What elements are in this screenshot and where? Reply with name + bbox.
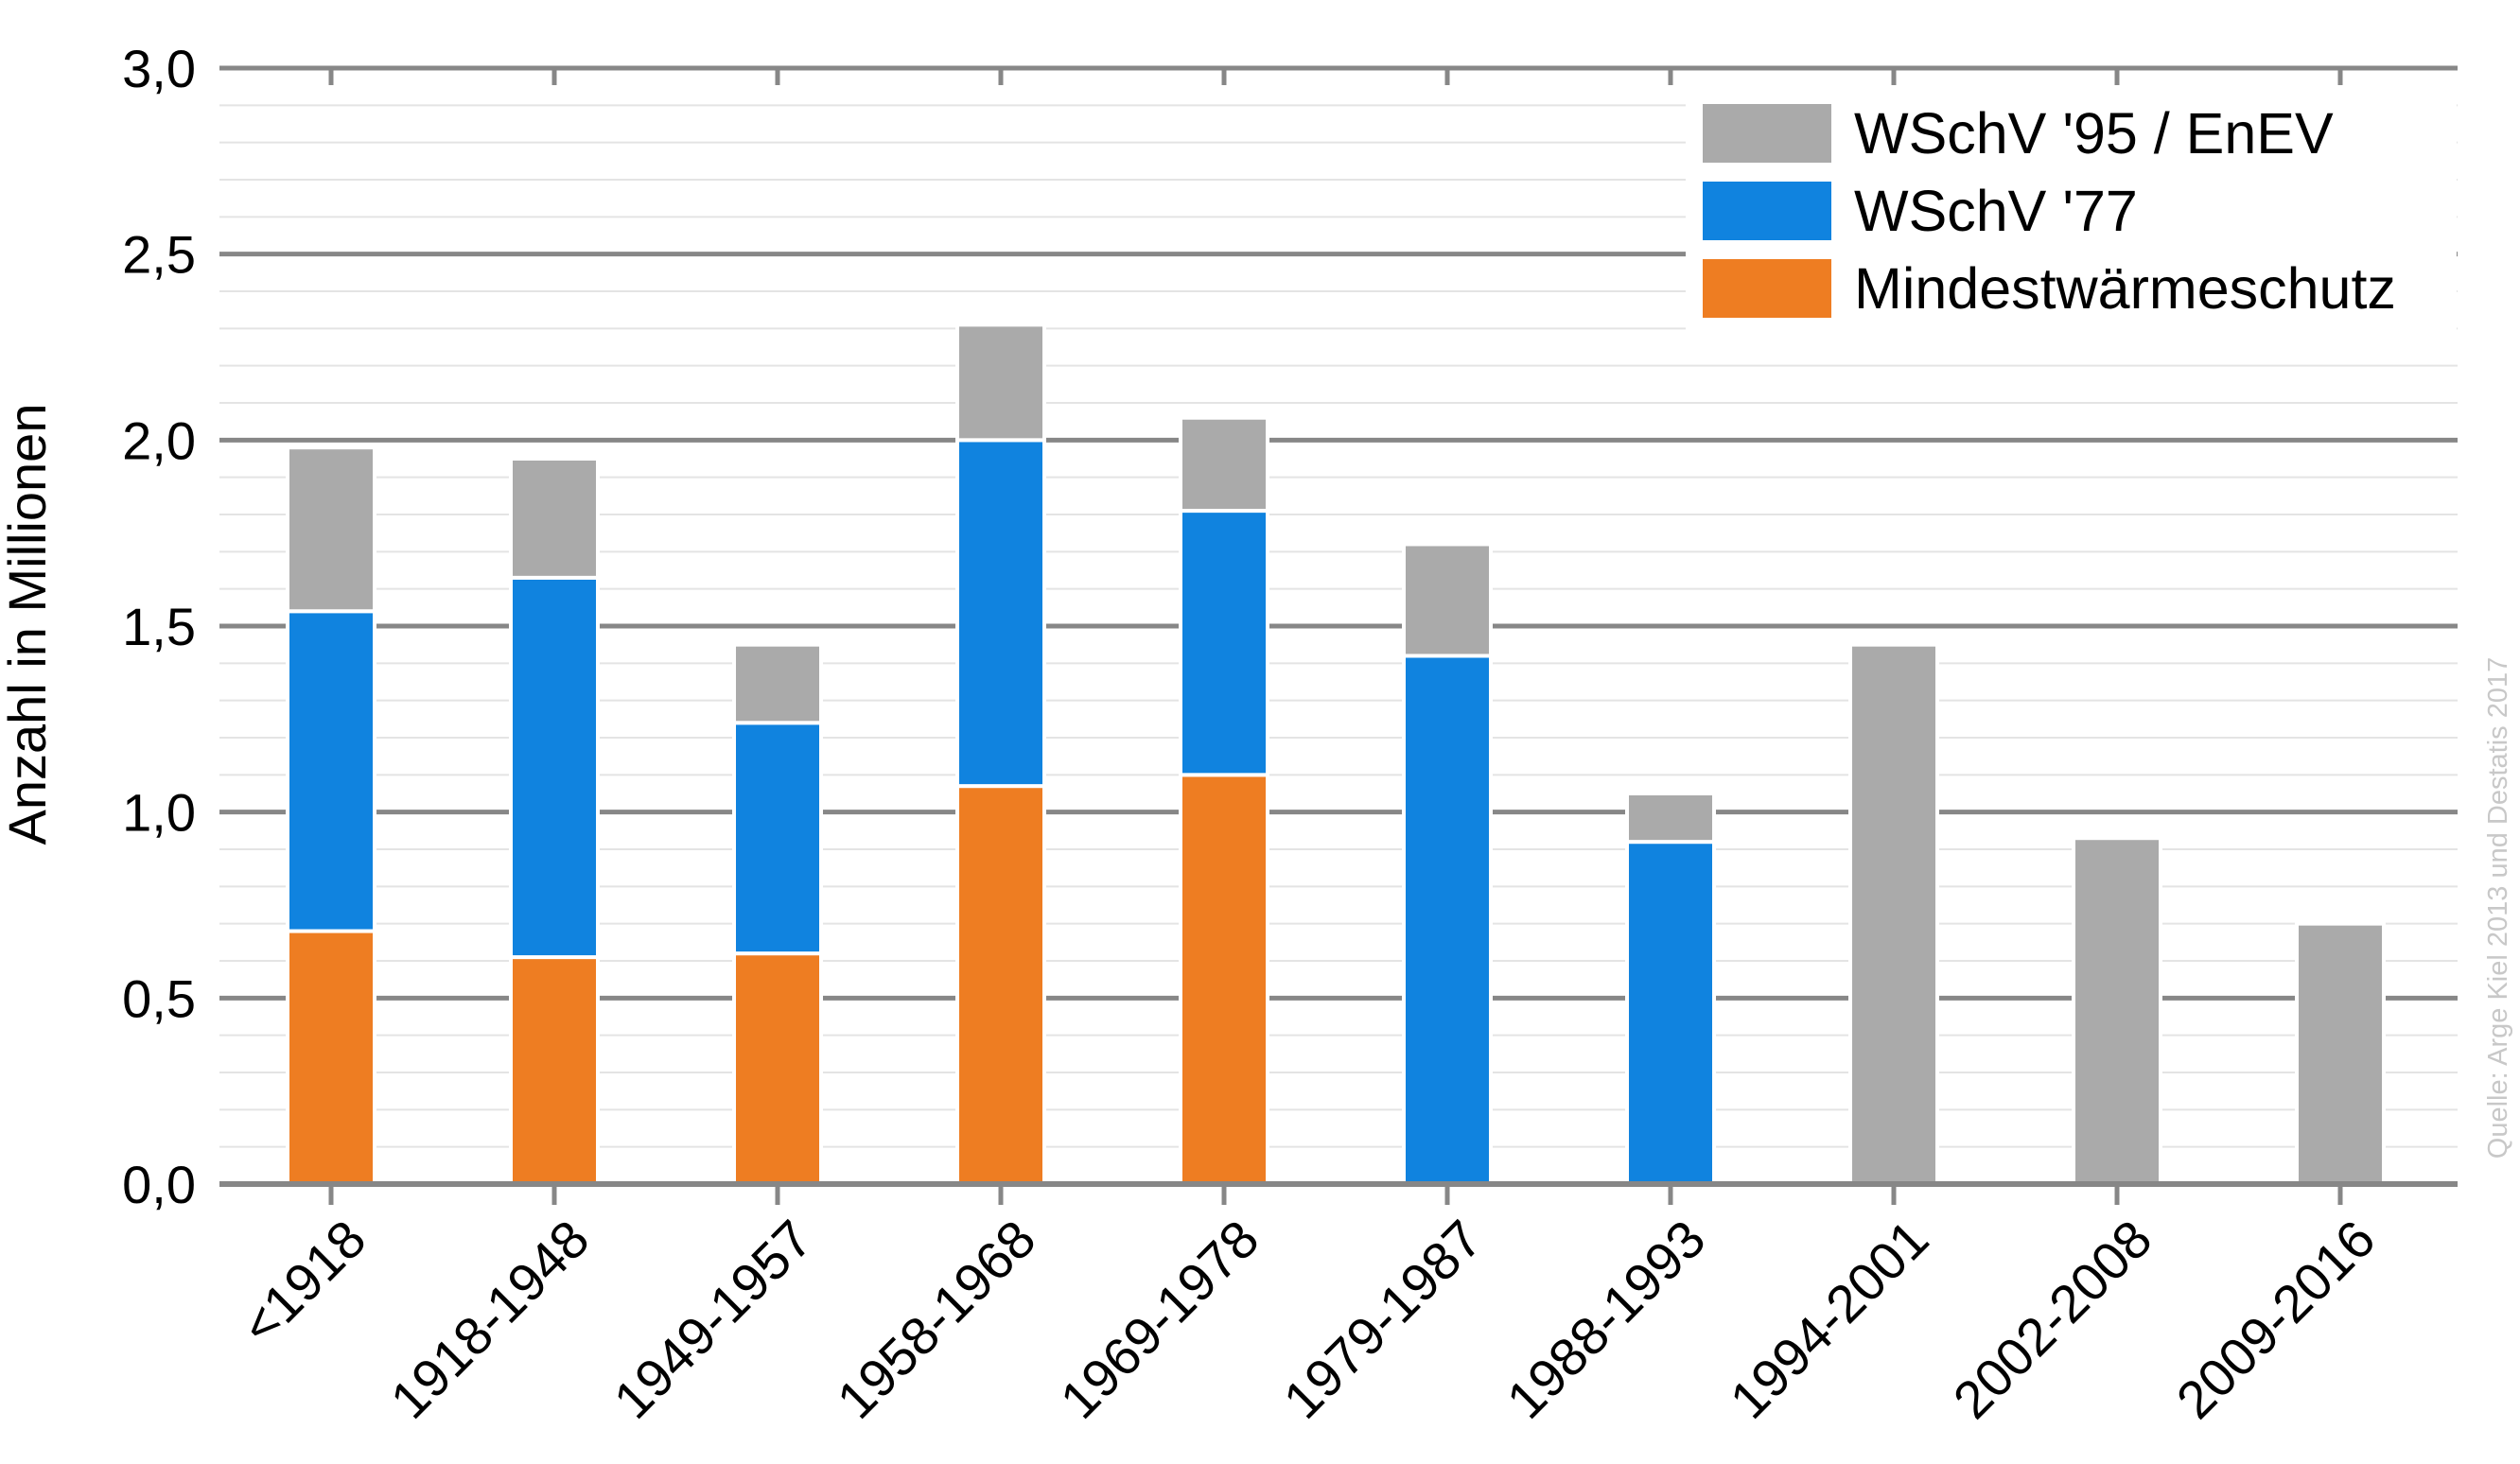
bar-segment bbox=[732, 721, 823, 956]
bar-segment bbox=[2072, 836, 2162, 1186]
y-axis: 0,0 0,5 1,0 1,5 2,0 2,5 3,0 bbox=[122, 39, 196, 1214]
y-tick-label: 2,0 bbox=[122, 410, 196, 470]
bar-segment bbox=[732, 642, 823, 725]
bar-segment bbox=[1179, 773, 1269, 1186]
source-note: Quelle: Arge Kiel 2013 und Destatis 2017 bbox=[2483, 657, 2513, 1159]
bar-segment bbox=[732, 951, 823, 1187]
bar-segment bbox=[286, 929, 376, 1186]
x-tick-label: 1969-1978 bbox=[1049, 1209, 1270, 1430]
bar-segment bbox=[1848, 642, 1939, 1186]
x-tick-label: 2002-2008 bbox=[1942, 1209, 2163, 1430]
x-tick-label: 1988-1993 bbox=[1496, 1209, 1717, 1430]
x-tick-label: 1918-1948 bbox=[379, 1209, 601, 1430]
x-tick-label: <1918 bbox=[230, 1209, 377, 1356]
legend-swatch bbox=[1703, 182, 1831, 240]
x-tick-label: 2009-2016 bbox=[2165, 1209, 2387, 1430]
x-tick-label: 1994-2001 bbox=[1719, 1209, 1940, 1430]
y-tick-label: 0,0 bbox=[122, 1155, 196, 1214]
y-tick-label: 3,0 bbox=[122, 39, 196, 98]
bars bbox=[286, 322, 2386, 1187]
bar-segment bbox=[509, 457, 600, 580]
legend-label: Mindestwärmeschutz bbox=[1854, 256, 2396, 321]
x-tick-label: 1958-1968 bbox=[826, 1209, 1047, 1430]
bar-segment bbox=[955, 438, 1046, 789]
legend-swatch bbox=[1703, 259, 1831, 318]
legend-swatch bbox=[1703, 104, 1831, 163]
bar-segment bbox=[1402, 542, 1493, 658]
y-tick-label: 2,5 bbox=[122, 225, 196, 285]
y-tick-label: 0,5 bbox=[122, 968, 196, 1028]
bar-segment bbox=[509, 955, 600, 1186]
bar-segment bbox=[1625, 792, 1716, 845]
bar-segment bbox=[955, 784, 1046, 1187]
x-tick-label: 1949-1957 bbox=[603, 1209, 824, 1430]
x-axis: <1918 1918-1948 1949-1957 1958-1968 1969-197… bbox=[219, 1181, 2458, 1430]
y-tick-label: 1,0 bbox=[122, 783, 196, 843]
x-tick-label: 1979-1987 bbox=[1272, 1209, 1494, 1430]
legend-label: WSchV '77 bbox=[1854, 179, 2138, 243]
bar-segment bbox=[1179, 509, 1269, 777]
legend: WSchV '95 / EnEV WSchV '77 Mindestwärmesch… bbox=[1686, 90, 2457, 331]
y-tick-label: 1,5 bbox=[122, 597, 196, 656]
bar-segment bbox=[1179, 415, 1269, 514]
y-axis-title: Anzahl in Millionen bbox=[0, 404, 57, 845]
bar-segment bbox=[286, 445, 376, 614]
bar-segment bbox=[1625, 840, 1716, 1187]
bar-segment bbox=[2295, 921, 2386, 1187]
bar-segment bbox=[509, 575, 600, 960]
bar-segment bbox=[955, 322, 1046, 443]
legend-label: WSchV '95 / EnEV bbox=[1854, 101, 2334, 166]
bar-segment bbox=[286, 609, 376, 933]
bar-segment bbox=[1402, 654, 1493, 1186]
